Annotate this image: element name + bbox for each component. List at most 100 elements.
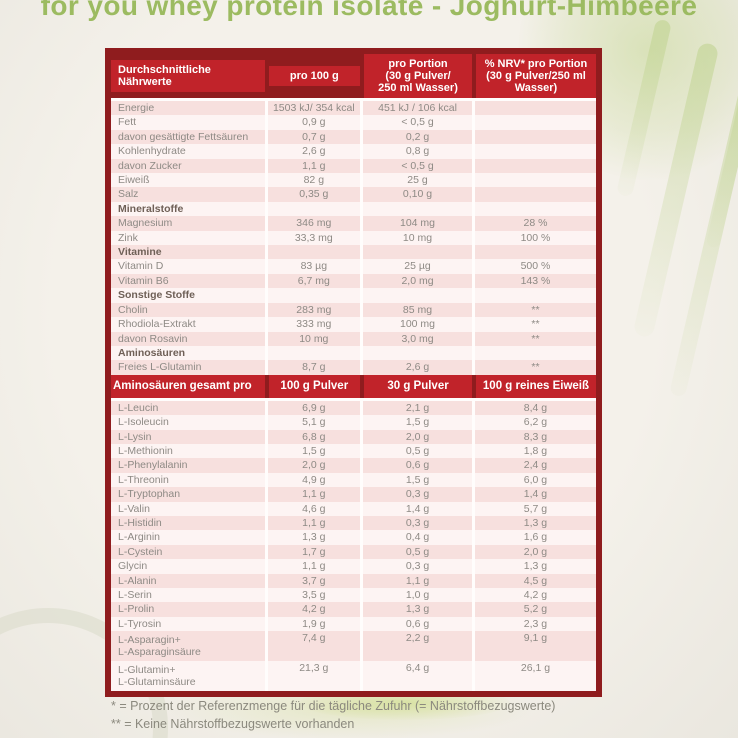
row-value: 0,3 g <box>360 515 472 531</box>
row-label: L-Threonin <box>118 473 169 486</box>
table-row: L-Cystein 1,7 g 0,5 g 2,0 g <box>111 544 596 560</box>
table-row: L-Phenylalanin 2,0 g 0,6 g 2,4 g <box>111 458 596 473</box>
footnote-nrv: * = Prozent der Referenzmenge für die tä… <box>111 699 556 713</box>
row-label: L-Tyrosin <box>118 617 162 630</box>
row-label: davon Zucker <box>118 159 182 172</box>
row-label: L-Serin <box>118 589 152 601</box>
row-value <box>360 345 472 361</box>
row-value: 1,5 g <box>264 443 361 459</box>
row-value: 1,1 g <box>264 158 361 174</box>
row-value: 1,1 g <box>264 487 361 502</box>
table-row: Mineralstoffe <box>111 201 596 217</box>
table-row: davon Rosavin 10 mg 3,0 mg ** <box>111 331 596 346</box>
table-row: L-Arginin 1,3 g 0,4 g 1,6 g <box>111 530 596 545</box>
row-value: 451 kJ / 106 kcal <box>360 101 472 116</box>
table-row: Glycin 1,1 g 0,3 g 1,3 g <box>111 559 596 574</box>
header-cell-30g-powder: 30 g Pulver <box>360 374 472 398</box>
grass-streak-decoration <box>632 41 720 339</box>
table-row: L-Leucin 6,9 g 2,1 g 8,4 g <box>111 400 596 416</box>
row-value: 1,5 g <box>360 472 472 488</box>
row-value: < 0,5 g <box>360 115 472 130</box>
row-value: 1,3 g <box>471 515 596 531</box>
row-label: davon gesättigte Fettsäuren <box>118 130 249 143</box>
row-value <box>264 288 361 303</box>
row-value: 6,9 g <box>264 400 361 416</box>
row-value: 8,3 g <box>471 429 596 444</box>
row-value: 0,3 g <box>360 487 472 502</box>
row-label: L-Methionin <box>118 444 173 457</box>
row-value: 28 % <box>471 216 596 231</box>
table-row: L-Prolin 4,2 g 1,3 g 5,2 g <box>111 602 596 617</box>
table-row: Sonstige Stoffe <box>111 288 596 303</box>
row-value: 2,0 g <box>471 544 596 560</box>
row-value: 1503 kJ/ 354 kcal <box>264 101 361 116</box>
nutrition-table-body: Energie 1503 kJ/ 354 kcal 451 kJ / 106 kca… <box>111 101 596 375</box>
row-value: 3,5 g <box>264 588 361 603</box>
row-label: L-Alanin <box>118 574 157 587</box>
table-row: Zink 33,3 mg 10 mg 100 % <box>111 230 596 246</box>
table-row: Energie 1503 kJ/ 354 kcal 451 kJ / 106 kca… <box>111 101 596 116</box>
row-label: Energie <box>118 102 155 114</box>
row-value: 1,8 g <box>471 443 596 459</box>
row-label: L-Prolin <box>118 603 155 616</box>
table-row: L-Serin 3,5 g 1,0 g 4,2 g <box>111 588 596 603</box>
row-value: 143 % <box>471 273 596 289</box>
table-row: Rhodiola-Extrakt 333 mg 100 mg ** <box>111 317 596 332</box>
header-cell-100g-powder: 100 g Pulver <box>264 374 361 398</box>
row-value: 1,6 g <box>471 530 596 545</box>
row-value <box>471 201 596 217</box>
header-cell-pure-protein: 100 g reines Eiweiß <box>471 374 596 398</box>
row-value <box>471 101 596 116</box>
table-row: Salz 0,35 g 0,10 g <box>111 187 596 202</box>
nutrition-table: Durchschnittliche Nährwerte pro 100 g pr… <box>105 48 602 698</box>
row-value: 4,5 g <box>471 573 596 588</box>
row-value: 10 mg <box>264 331 361 346</box>
row-label: L-Tryptophan <box>118 488 181 501</box>
table-row: Aminosäuren <box>111 345 596 361</box>
row-value: 2,0 g <box>360 429 472 444</box>
row-value: 82 g <box>264 173 361 188</box>
row-label: L-Lysin <box>118 430 152 443</box>
row-value <box>471 245 596 260</box>
row-value: 3,0 mg <box>360 331 472 346</box>
row-value: 6,0 g <box>471 472 596 488</box>
row-label: Fett <box>118 116 137 129</box>
row-label: Freies L-Glutamin <box>118 361 202 374</box>
row-label: Sonstige Stoffe <box>118 289 196 302</box>
row-value: 1,7 g <box>264 544 361 560</box>
row-value <box>471 288 596 303</box>
footnotes: * = Prozent der Referenzmenge für die tä… <box>111 698 555 733</box>
row-label: Cholin <box>118 303 148 316</box>
row-value: 8,4 g <box>471 400 596 416</box>
table-row: Vitamine <box>111 245 596 260</box>
row-value: 333 mg <box>264 317 361 332</box>
row-value: 33,3 mg <box>264 230 361 246</box>
row-value: 26,1 g <box>471 661 596 692</box>
row-value: 104 mg <box>360 216 472 231</box>
row-label: davon Rosavin <box>118 332 188 345</box>
row-value: 6,7 mg <box>264 273 361 289</box>
table-row: L-Isoleucin 5,1 g 1,5 g 6,2 g <box>111 415 596 430</box>
table-row: L-Alanin 3,7 g 1,1 g 4,5 g <box>111 573 596 588</box>
row-label: L-Asparagin+ L-Asparaginsäure <box>118 634 201 659</box>
table-row: L-Lysin 6,8 g 2,0 g 8,3 g <box>111 429 596 444</box>
grass-streak-decoration <box>615 18 673 198</box>
amino-table-header: Aminosäuren gesamt pro 100 g Pulver 30 g… <box>111 374 596 401</box>
row-value: 2,0 mg <box>360 273 472 289</box>
row-label: L-Arginin <box>118 531 161 544</box>
row-value: 21,3 g <box>264 661 361 692</box>
row-label: Vitamin D <box>118 260 164 273</box>
row-value: ** <box>471 331 596 346</box>
row-label: Rhodiola-Extrakt <box>118 318 196 331</box>
row-value: 0,8 g <box>360 144 472 159</box>
row-value <box>471 115 596 130</box>
row-label: Zink <box>118 231 138 244</box>
footnote-no-nrv: ** = Keine Nährstoffbezugswerte vorhande… <box>111 716 355 731</box>
row-label: L-Glutamin+ L-Glutaminsäure <box>118 664 196 689</box>
table-row: L-Threonin 4,9 g 1,5 g 6,0 g <box>111 472 596 488</box>
row-value <box>264 345 361 361</box>
table-row: Vitamin B6 6,7 mg 2,0 mg 143 % <box>111 273 596 289</box>
row-value <box>471 187 596 202</box>
row-label: Vitamine <box>118 246 162 259</box>
